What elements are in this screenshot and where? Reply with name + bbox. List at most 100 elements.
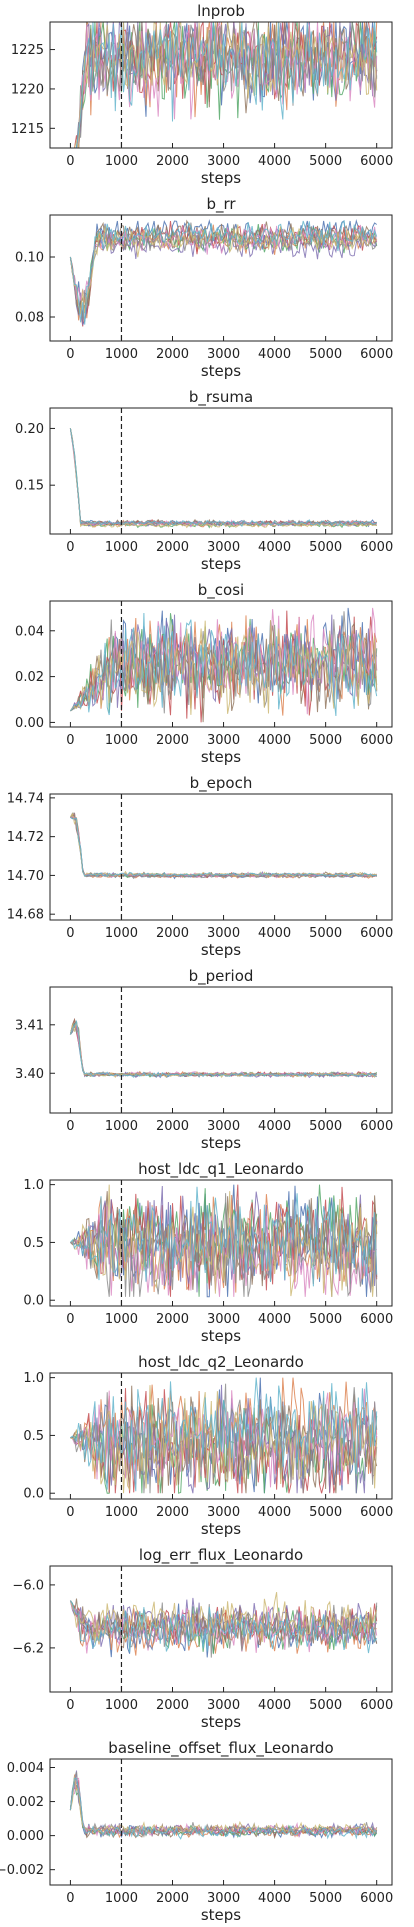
walker-line-9 [69, 428, 377, 529]
trace-panel-9: 0 1000 2000 3000 4000 5000 6000 −6.2 −6.0 log_err… [12, 1546, 393, 1731]
x-tick-label: 6000 [360, 1119, 393, 1134]
y-tick-label: 14.70 [7, 869, 44, 884]
x-tick-label: 4000 [258, 733, 291, 748]
axes-frame [49, 1372, 393, 1500]
y-tick-label: −6.2 [12, 1641, 44, 1656]
walker-traces [69, 607, 378, 723]
y-tick-label: 0.5 [23, 1429, 44, 1444]
x-tick-label: 5000 [309, 1505, 342, 1520]
walker-line-8 [70, 1024, 377, 1078]
x-tick-label: 0 [66, 1698, 74, 1713]
panel-title: b_cosi [198, 581, 244, 600]
x-tick-label: 4000 [258, 926, 291, 941]
x-tick-label: 2000 [156, 540, 189, 555]
y-tick-label: 1.0 [23, 1178, 44, 1193]
x-axis-label: steps [201, 1906, 241, 1924]
walker-line-5 [69, 428, 378, 528]
walker-line-5 [69, 1024, 377, 1079]
walker-line-7 [70, 816, 377, 879]
x-tick-label: 6000 [360, 1698, 393, 1713]
y-tick-label: 14.68 [7, 908, 44, 923]
x-tick-label: 4000 [258, 1312, 291, 1327]
x-tick-label: 1000 [105, 154, 138, 169]
y-tick-label: 0.000 [7, 1829, 44, 1844]
trace-panel-1: 0 1000 2000 3000 4000 5000 6000 1215 1220 1225 lnp… [11, 2, 393, 187]
x-tick-label: 2000 [156, 1312, 189, 1327]
x-tick-label: 2000 [156, 1891, 189, 1906]
y-tick-label: 0.20 [15, 422, 44, 437]
walker-traces [70, 1377, 378, 1494]
panel-title: b_epoch [190, 774, 253, 793]
panel-title: host_ldc_q1_Leonardo [138, 1160, 304, 1179]
walker-line-9 [69, 1776, 378, 1836]
walker-line-4 [69, 1017, 378, 1078]
walker-line-3 [69, 428, 378, 529]
walker-line-4 [70, 812, 377, 879]
x-tick-label: 0 [66, 347, 74, 362]
y-tick-label: 0.00 [15, 716, 44, 731]
x-tick-label: 5000 [309, 1119, 342, 1134]
x-tick-label: 4000 [258, 540, 291, 555]
trace-panel-3: 0 1000 2000 3000 4000 5000 6000 0.15 0.20 b_rsuma… [15, 388, 393, 573]
y-tick-label: 1225 [11, 43, 44, 58]
y-tick-label: 0.0 [23, 1294, 44, 1309]
axes-frame [49, 1758, 393, 1886]
walker-traces [70, 1184, 378, 1298]
walker-line-10 [69, 1019, 378, 1078]
walker-line-1 [70, 816, 377, 880]
x-tick-label: 2000 [156, 926, 189, 941]
y-tick-label: 0.002 [7, 1795, 44, 1810]
x-tick-label: 5000 [309, 733, 342, 748]
x-tick-label: 3000 [207, 540, 240, 555]
y-tick-label: −0.002 [0, 1863, 44, 1878]
x-axis-label: steps [201, 1134, 241, 1152]
x-tick-label: 3000 [207, 1891, 240, 1906]
x-tick-label: 1000 [105, 1312, 138, 1327]
x-tick-label: 5000 [309, 540, 342, 555]
x-axis-label: steps [201, 748, 241, 766]
trace-panel-2: 0 1000 2000 3000 4000 5000 6000 0.08 0.10 b_rrste… [15, 195, 393, 380]
x-tick-label: 6000 [360, 347, 393, 362]
trace-panel-4: 0 1000 2000 3000 4000 5000 6000 0.00 0.02 0.04 b_c… [15, 581, 393, 766]
trace-panel-6: 0 1000 2000 3000 4000 5000 6000 3.40 3.41 b_perio… [15, 967, 393, 1152]
walker-line-4 [69, 610, 377, 723]
walker-traces [69, 1770, 378, 1840]
axes-frame [49, 407, 393, 535]
x-tick-label: 2000 [156, 1119, 189, 1134]
y-tick-label: 0.15 [15, 479, 44, 494]
walker-traces [69, 812, 378, 880]
x-tick-label: 2000 [156, 154, 189, 169]
walker-line-7 [69, 607, 378, 715]
axes-frame [49, 600, 393, 728]
x-tick-label: 3000 [207, 733, 240, 748]
x-tick-label: 4000 [258, 1891, 291, 1906]
x-tick-label: 1000 [105, 926, 138, 941]
x-tick-label: 0 [66, 540, 74, 555]
x-axis-label: steps [201, 169, 241, 187]
walker-line-9 [69, 1021, 378, 1078]
x-tick-label: 2000 [156, 1698, 189, 1713]
axes-frame [49, 986, 393, 1114]
x-axis-label: steps [201, 1327, 241, 1345]
walker-line-3 [69, 224, 378, 324]
axes-frame [49, 214, 393, 342]
panel-title: lnprob [197, 2, 245, 20]
x-tick-label: 6000 [360, 1312, 393, 1327]
x-tick-label: 1000 [105, 1119, 138, 1134]
y-tick-label: 1220 [11, 82, 44, 97]
x-axis-label: steps [201, 1713, 241, 1731]
x-axis-label: steps [201, 555, 241, 573]
walker-line-6 [69, 1018, 378, 1078]
walker-traces [69, 1592, 378, 1658]
walker-line-8 [69, 428, 378, 527]
x-tick-label: 1000 [105, 1891, 138, 1906]
x-tick-label: 3000 [207, 1698, 240, 1713]
walker-line-1 [70, 1022, 377, 1078]
y-tick-label: 0.08 [15, 311, 44, 326]
x-tick-label: 6000 [360, 154, 393, 169]
walker-line-6 [70, 621, 378, 723]
x-tick-label: 3000 [207, 926, 240, 941]
walker-line-2 [70, 814, 378, 879]
walker-traces [69, 428, 378, 529]
